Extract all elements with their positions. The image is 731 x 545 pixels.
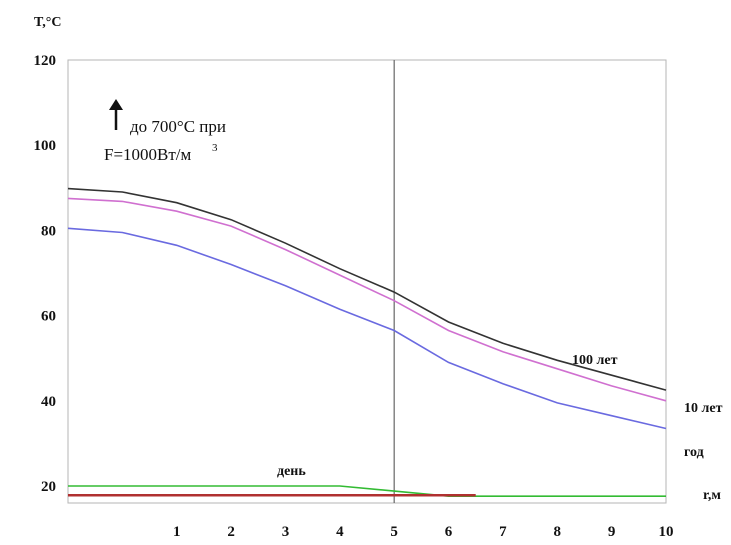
series-label-3: день [277, 464, 306, 479]
annotation: до 700°C при F=1000Вт/м 3 [104, 99, 226, 164]
series-line-3 [68, 485, 666, 498]
x-tick-label: 1 [173, 524, 181, 540]
annotation-line2: F=1000Вт/м [104, 145, 192, 164]
x-tick-label: 8 [554, 524, 562, 540]
series-line-0 [67, 187, 667, 391]
x-tick-label: 4 [336, 524, 344, 540]
series-line-2 [67, 227, 667, 430]
y-tick-label: 40 [41, 394, 56, 410]
y-axis-label: T,°C [34, 15, 62, 30]
plot-frame [67, 59, 667, 504]
y-tick-label: 100 [34, 138, 57, 154]
x-tick-label: 3 [282, 524, 290, 540]
x-tick-label: 6 [445, 524, 453, 540]
x-tick-label: 9 [608, 524, 616, 540]
x-tick-label: 2 [227, 524, 235, 540]
y-tick-label: 20 [41, 479, 56, 495]
series-label-0: 100 лет [572, 353, 618, 368]
up-arrow-head-icon [109, 99, 123, 110]
x-tick-label: 7 [499, 524, 507, 540]
x-tick-label: 10 [659, 524, 674, 540]
series-label-1: 10 лет [684, 401, 723, 416]
series-label-2: год [684, 445, 704, 460]
y-tick-label: 60 [41, 309, 56, 325]
y-tick-label: 120 [34, 53, 57, 69]
y-tick-label: 80 [41, 223, 56, 239]
x-tick-label: 5 [390, 524, 398, 540]
annotation-superscript: 3 [212, 142, 218, 154]
x-axis-label: r,м [703, 488, 721, 503]
annotation-line1: до 700°C при [130, 117, 226, 136]
series-line-1 [67, 197, 667, 402]
